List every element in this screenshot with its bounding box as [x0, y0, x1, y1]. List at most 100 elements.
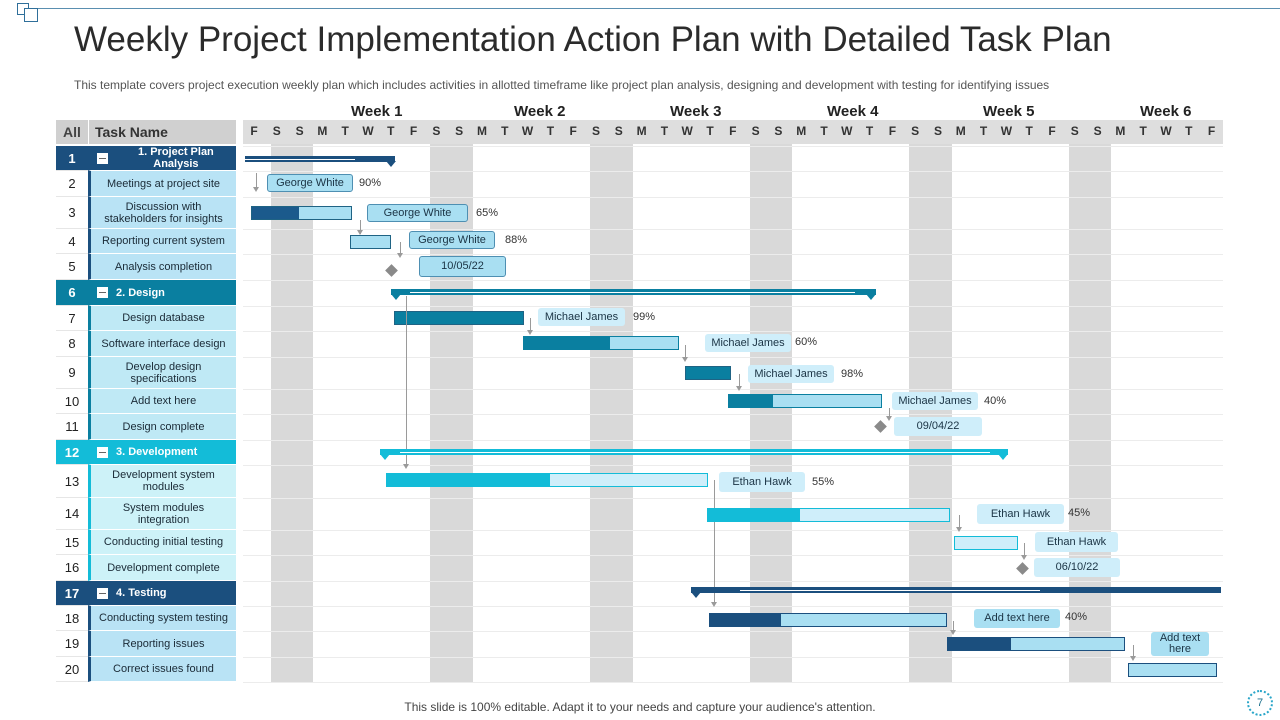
- task-name[interactable]: Develop design specifications: [88, 357, 236, 389]
- task-name[interactable]: Discussion with stakeholders for insight…: [88, 197, 236, 229]
- task-number: 11: [56, 414, 88, 440]
- task-bar[interactable]: [707, 508, 950, 522]
- task-bar[interactable]: [1128, 663, 1217, 677]
- task-name-label: Reporting current system: [102, 235, 225, 247]
- task-name[interactable]: Design complete: [88, 414, 236, 440]
- group-name-label: 1. Project Plan Analysis: [137, 146, 214, 170]
- row-gridline: [243, 682, 1223, 683]
- dependency-line: [1024, 543, 1025, 555]
- owner-label[interactable]: Ethan Hawk: [977, 504, 1064, 524]
- task-name[interactable]: Development complete: [88, 555, 236, 581]
- dependency-line: [714, 480, 715, 500]
- owner-label[interactable]: Ethan Hawk: [1035, 532, 1118, 552]
- summary-highlight: [410, 292, 855, 293]
- owner-label[interactable]: Michael James: [538, 308, 625, 326]
- task-name[interactable]: Development system modules: [88, 465, 236, 498]
- weekend-column: [1068, 144, 1112, 682]
- dependency-arrow: [527, 330, 533, 335]
- day-label: T: [341, 124, 349, 138]
- task-name[interactable]: 2. Design: [88, 280, 236, 306]
- day-label: W: [521, 124, 534, 138]
- day-label: M: [796, 124, 807, 138]
- task-name[interactable]: Design database: [88, 306, 236, 331]
- task-name-label: Add text here: [130, 395, 197, 407]
- collapse-icon[interactable]: [97, 287, 108, 298]
- task-number: 9: [56, 357, 88, 389]
- milestone-diamond[interactable]: [1016, 562, 1029, 575]
- task-bar[interactable]: [251, 206, 352, 220]
- task-bar[interactable]: [947, 637, 1125, 651]
- milestone-date-label[interactable]: 06/10/22: [1034, 558, 1120, 577]
- task-bar[interactable]: [350, 235, 391, 249]
- dependency-arrow: [886, 416, 892, 421]
- owner-label[interactable]: Michael James: [705, 334, 791, 352]
- day-label: M: [636, 124, 647, 138]
- task-number: 5: [56, 254, 88, 280]
- owner-label[interactable]: Ethan Hawk: [719, 472, 805, 492]
- owner-label[interactable]: Add text here: [974, 609, 1060, 628]
- week-header: Week 1: [351, 103, 403, 120]
- milestone-diamond[interactable]: [385, 264, 398, 277]
- day-label: F: [1207, 124, 1216, 138]
- owner-label[interactable]: Add text here: [1151, 632, 1209, 656]
- day-header-row: [243, 120, 1223, 144]
- task-name[interactable]: Reporting current system: [88, 229, 236, 254]
- collapse-icon[interactable]: [97, 587, 108, 599]
- task-bar[interactable]: [728, 394, 882, 408]
- task-bar[interactable]: [394, 311, 524, 325]
- day-label: S: [774, 124, 783, 138]
- day-label: S: [591, 124, 600, 138]
- footer-note: This slide is 100% editable. Adapt it to…: [404, 700, 876, 714]
- owner-label[interactable]: Michael James: [748, 365, 834, 383]
- task-bar[interactable]: [954, 536, 1018, 550]
- task-name[interactable]: 3. Development: [88, 440, 236, 465]
- task-name-label: Analysis completion: [114, 260, 213, 273]
- page-number: 7: [1247, 690, 1273, 716]
- task-number: 19: [56, 631, 88, 657]
- task-bar[interactable]: [709, 613, 947, 627]
- dependency-arrow: [950, 630, 956, 635]
- all-column-header[interactable]: All: [56, 120, 88, 144]
- page-subtitle: This template covers project execution w…: [74, 78, 1050, 92]
- task-bar[interactable]: [386, 473, 708, 487]
- task-name[interactable]: Meetings at project site: [88, 171, 236, 197]
- day-label: F: [250, 124, 258, 138]
- row-gridline: [243, 530, 1223, 531]
- dependency-line: [953, 621, 954, 631]
- task-name-label: Conducting initial testing: [103, 536, 224, 548]
- milestone-diamond[interactable]: [874, 420, 887, 433]
- collapse-icon[interactable]: [97, 152, 108, 164]
- day-label: S: [432, 124, 441, 138]
- row-gridline: [243, 440, 1223, 441]
- progress-percent: 98%: [841, 368, 864, 380]
- collapse-icon[interactable]: [97, 446, 108, 458]
- task-name[interactable]: Software interface design: [88, 331, 236, 357]
- task-number: 10: [56, 389, 88, 414]
- dependency-arrow: [357, 230, 363, 235]
- dependency-arrow: [956, 527, 962, 532]
- task-name[interactable]: Add text here: [88, 389, 236, 414]
- owner-label[interactable]: Michael James: [892, 392, 978, 410]
- task-name[interactable]: Correct issues found: [88, 657, 236, 682]
- progress-percent: 88%: [505, 234, 528, 246]
- task-name-label: Conducting system testing: [99, 612, 229, 624]
- milestone-date-label[interactable]: 09/04/22: [894, 417, 982, 436]
- task-name[interactable]: 4. Testing: [88, 581, 236, 606]
- task-name[interactable]: Conducting system testing: [88, 606, 236, 631]
- task-bar[interactable]: [523, 336, 679, 350]
- task-name[interactable]: Reporting issues: [88, 631, 236, 657]
- milestone-date-label[interactable]: 10/05/22: [419, 256, 506, 277]
- task-name-column-header[interactable]: Task Name: [89, 120, 236, 144]
- day-label: W: [681, 124, 693, 138]
- owner-label[interactable]: George White: [267, 174, 353, 192]
- dependency-arrow: [1021, 555, 1027, 560]
- dependency-line: [406, 296, 407, 464]
- owner-label[interactable]: George White: [367, 204, 468, 222]
- task-name[interactable]: Analysis completion: [88, 254, 236, 280]
- task-name[interactable]: Conducting initial testing: [88, 530, 236, 555]
- task-bar[interactable]: [685, 366, 731, 380]
- owner-label[interactable]: George White: [409, 231, 495, 249]
- task-number: 1: [56, 146, 88, 171]
- task-name[interactable]: System modules integration: [88, 498, 236, 530]
- task-name[interactable]: 1. Project Plan Analysis: [88, 146, 236, 171]
